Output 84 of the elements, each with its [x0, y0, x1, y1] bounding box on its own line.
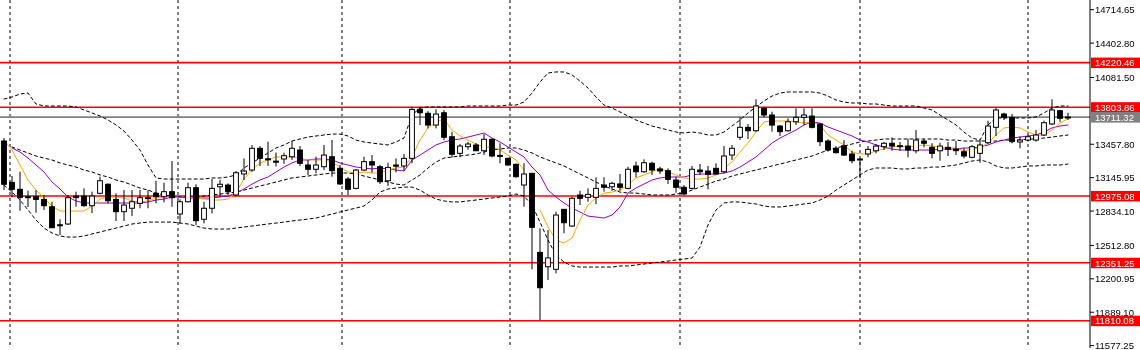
y-tick-label: 14402.80 — [1095, 37, 1135, 49]
candlestick — [297, 145, 303, 167]
candlestick — [697, 163, 703, 176]
candlestick — [393, 157, 399, 173]
candlestick — [89, 191, 95, 214]
candlestick — [1065, 112, 1071, 121]
candlestick — [497, 142, 503, 164]
candlestick — [865, 145, 871, 158]
candlestick — [305, 159, 311, 176]
ref-line-label: 14220.46 — [1095, 57, 1135, 69]
candlestick — [897, 141, 903, 152]
candlestick — [329, 139, 335, 178]
y-tick-label: 11889.10 — [1095, 306, 1134, 318]
candlestick — [289, 140, 295, 161]
candlestick — [705, 165, 711, 190]
candlestick — [617, 173, 623, 192]
candlestick — [385, 162, 391, 187]
candlestick — [801, 107, 807, 126]
candlestick — [881, 141, 887, 151]
ref-line-label: 12351.25 — [1095, 257, 1135, 269]
ref-line-label: 12975.08 — [1095, 190, 1135, 202]
candlestick — [313, 156, 319, 174]
candlestick — [993, 106, 999, 137]
candlestick — [737, 116, 743, 141]
candlestick — [25, 190, 31, 208]
candlestick — [41, 194, 47, 211]
candlestick — [105, 182, 111, 204]
candlestick — [121, 189, 127, 222]
candlestick — [561, 208, 567, 234]
candlestick — [257, 145, 263, 167]
candlestick — [921, 138, 927, 148]
candlestick — [73, 191, 79, 208]
ref-line-label: 13803.86 — [1095, 102, 1135, 113]
y-tick-label: 11577.25 — [1095, 340, 1134, 350]
y-tick-label: 12200.95 — [1095, 273, 1135, 285]
y-tick-label: 13457.80 — [1095, 138, 1135, 150]
candlestick — [769, 111, 775, 133]
y-tick-label: 13145.95 — [1095, 172, 1135, 184]
candlestick — [17, 171, 23, 212]
y-tick-label: 14081.50 — [1095, 71, 1135, 83]
candlestick — [633, 161, 639, 178]
candlestick — [81, 187, 87, 208]
candlestick — [465, 141, 471, 151]
candlestick — [433, 108, 439, 129]
y-tick-label: 12834.10 — [1095, 205, 1135, 217]
candlestick — [521, 162, 527, 208]
candlestick — [201, 201, 207, 224]
ref-line-label: 13711.32 — [1095, 111, 1134, 123]
candlestick — [729, 144, 735, 161]
candlestick — [249, 144, 255, 173]
candlestick — [273, 152, 279, 167]
candlestick — [945, 141, 951, 157]
candlestick — [49, 201, 55, 229]
candlestick — [721, 145, 727, 174]
candlestick — [33, 189, 39, 214]
candlestick — [793, 107, 799, 126]
candlestick — [937, 142, 943, 162]
candlestick — [9, 175, 15, 198]
y-tick-label: 12512.80 — [1095, 239, 1135, 251]
candlestick — [689, 165, 695, 190]
candlestick — [1049, 98, 1055, 126]
candlestick — [401, 153, 407, 172]
candlestick — [745, 123, 751, 140]
candlestick — [929, 142, 935, 159]
candlestick — [905, 138, 911, 158]
candlestick — [177, 198, 183, 224]
candlestick — [113, 192, 119, 222]
candlestick — [57, 218, 63, 236]
candlestick — [609, 181, 615, 192]
candlestick — [585, 187, 591, 203]
candlestick — [321, 144, 327, 171]
candlestick — [281, 152, 287, 165]
candlestick — [369, 154, 375, 174]
candlestick — [577, 190, 583, 206]
candlestick — [129, 189, 135, 217]
candlestick — [337, 164, 343, 186]
y-tick-label: 14714.65 — [1095, 4, 1135, 16]
ref-line-label: 11810.08 — [1095, 315, 1134, 327]
candlestick — [377, 164, 383, 185]
candlestick — [601, 176, 607, 193]
candlestick — [953, 140, 959, 156]
candlestick — [265, 141, 271, 167]
candlestick — [417, 106, 423, 126]
candlestick — [817, 122, 823, 147]
